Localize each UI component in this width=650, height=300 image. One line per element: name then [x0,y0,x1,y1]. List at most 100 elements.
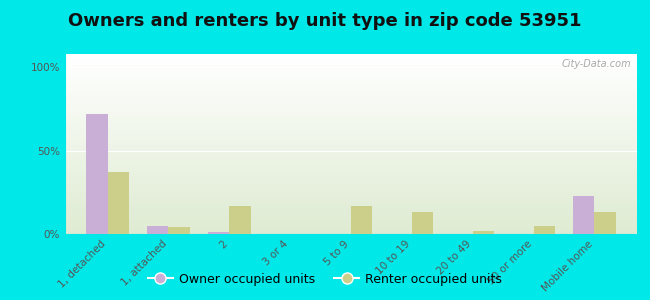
Bar [65,151,637,153]
Bar [65,142,637,144]
Bar [65,203,637,205]
Bar [65,229,637,230]
Bar [65,212,637,214]
Legend: Owner occupied units, Renter occupied units: Owner occupied units, Renter occupied un… [143,268,507,291]
Bar [65,83,637,85]
Bar [65,182,637,184]
Bar [451,233,473,234]
Bar [65,232,637,234]
Bar [65,54,637,56]
Bar [65,119,637,121]
Bar [65,110,637,112]
Bar [65,164,637,166]
Bar [65,202,637,203]
Bar [65,106,637,108]
Bar [65,200,637,202]
Bar [65,176,637,178]
Bar [65,95,637,97]
Bar [65,157,637,158]
Bar [65,68,637,70]
Bar [65,65,637,67]
Bar [65,227,637,229]
Bar [65,149,637,151]
Bar [65,85,637,86]
Bar [65,63,637,65]
Bar [65,193,637,194]
Bar [65,184,637,185]
Bar [351,206,372,234]
Bar [573,196,594,234]
Bar [65,196,637,198]
Bar [65,130,637,131]
Bar [65,155,637,157]
Bar [65,153,637,155]
Bar [65,126,637,128]
Bar [65,198,637,200]
Bar [65,67,637,68]
Bar [65,56,637,58]
Bar [108,172,129,234]
Bar [65,221,637,223]
Bar [65,101,637,103]
Bar [65,144,637,146]
Bar [65,99,637,101]
Bar [65,225,637,227]
Bar [65,211,637,212]
Bar [65,133,637,135]
Bar [65,175,637,176]
Bar [65,124,637,126]
Bar [65,74,637,76]
Bar [65,169,637,171]
Bar [65,167,637,169]
Bar [65,230,637,232]
Bar [594,212,616,234]
Bar [65,209,637,211]
Bar [208,232,229,234]
Bar [65,137,637,139]
Bar [65,81,637,83]
Bar [65,88,637,90]
Bar [65,160,637,162]
Bar [534,226,555,234]
Text: Owners and renters by unit type in zip code 53951: Owners and renters by unit type in zip c… [68,12,582,30]
Bar [65,113,637,115]
Bar [65,92,637,94]
Bar [65,90,637,92]
Bar [65,58,637,59]
Bar [65,135,637,137]
Bar [65,185,637,187]
Bar [65,158,637,160]
Bar [412,212,433,234]
Bar [65,131,637,133]
Bar [65,178,637,180]
Bar [65,86,637,88]
Bar [65,220,637,221]
Bar [65,223,637,225]
Bar [65,94,637,95]
Bar [65,117,637,119]
Bar [65,70,637,72]
Bar [65,162,637,164]
Bar [147,226,168,234]
Bar [65,173,637,175]
Bar [65,97,637,99]
Bar [65,104,637,106]
Bar [65,214,637,216]
Text: City-Data.com: City-Data.com [562,59,631,69]
Bar [65,72,637,74]
Bar [65,139,637,140]
Bar [65,148,637,149]
Bar [168,227,190,234]
Bar [65,122,637,124]
Bar [65,121,637,122]
Bar [65,216,637,218]
Bar [65,108,637,110]
Bar [65,61,637,63]
Bar [65,218,637,220]
Bar [65,191,637,193]
Bar [65,112,637,113]
Bar [65,187,637,189]
Bar [65,128,637,130]
Bar [229,206,251,234]
Bar [86,114,108,234]
